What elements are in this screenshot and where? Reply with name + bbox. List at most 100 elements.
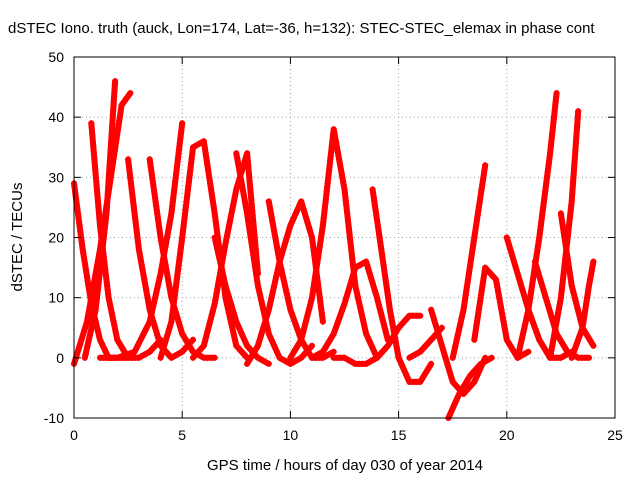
data-point-marker: [80, 254, 87, 261]
data-point-marker: [136, 250, 143, 257]
data-point-marker: [457, 321, 464, 328]
x-tick-label: 10: [283, 427, 299, 443]
data-point-marker: [269, 220, 276, 227]
data-point-marker: [445, 364, 452, 371]
data-point-marker: [350, 271, 357, 278]
data-point-marker: [106, 298, 113, 305]
data-point-marker: [308, 298, 315, 305]
data-point-marker: [508, 248, 515, 255]
data-point-marker: [279, 273, 286, 280]
data-point-marker: [142, 284, 149, 291]
data-point-marker: [83, 269, 90, 276]
data-point-marker: [145, 322, 152, 329]
data-point-marker: [204, 327, 211, 334]
data-point-marker: [331, 129, 338, 136]
data-point-marker: [114, 336, 121, 343]
data-point-marker: [529, 317, 536, 324]
data-point-marker: [136, 338, 143, 345]
data-point-marker: [102, 348, 109, 355]
data-point-marker: [230, 197, 237, 204]
data-point-marker: [428, 306, 435, 313]
data-point-marker: [83, 318, 90, 325]
data-point-marker: [218, 264, 225, 271]
data-point-marker: [281, 280, 288, 287]
data-point-marker: [227, 300, 234, 307]
data-point-marker: [458, 314, 465, 321]
data-point-marker: [237, 172, 244, 179]
data-point-marker: [453, 397, 460, 404]
x-tick-label: 25: [607, 427, 623, 443]
data-point-marker: [327, 336, 334, 343]
data-point-marker: [540, 287, 547, 294]
data-point-marker: [153, 289, 160, 296]
data-point-marker: [285, 229, 292, 236]
data-point-marker: [455, 328, 462, 335]
data-point-marker: [497, 302, 504, 309]
data-point-marker: [96, 336, 103, 343]
data-point-marker: [224, 289, 231, 296]
data-point-marker: [164, 229, 171, 236]
data-point-marker: [333, 141, 340, 148]
data-point-marker: [186, 342, 193, 349]
data-point-marker: [517, 340, 524, 347]
data-point-marker: [435, 331, 442, 338]
data-point-marker: [163, 268, 170, 275]
data-point-marker: [282, 284, 289, 291]
data-point-marker: [482, 162, 489, 169]
data-point-marker: [365, 265, 372, 272]
data-point-marker: [234, 322, 241, 329]
data-point-marker: [286, 226, 293, 233]
data-point-marker: [262, 317, 269, 324]
data-point-marker: [383, 332, 390, 339]
data-point-marker: [543, 298, 550, 305]
data-point-marker: [284, 233, 291, 240]
data-point-marker: [236, 169, 243, 176]
data-point-marker: [283, 288, 290, 295]
data-point-marker: [292, 212, 299, 219]
data-point-marker: [154, 285, 161, 292]
data-point-marker: [334, 148, 341, 155]
data-point-marker: [356, 301, 363, 308]
data-point-marker: [219, 271, 226, 278]
data-point-marker: [258, 331, 265, 338]
data-point-marker: [307, 230, 314, 237]
data-point-marker: [354, 293, 361, 300]
data-point-marker: [541, 345, 548, 352]
data-point-marker: [381, 325, 388, 332]
data-point-marker: [363, 330, 370, 337]
data-point-marker: [332, 137, 339, 144]
data-point-marker: [190, 336, 197, 343]
data-point-marker: [267, 299, 274, 306]
data-point-marker: [514, 354, 521, 361]
data-point-marker: [151, 321, 158, 328]
data-point-marker: [82, 351, 89, 358]
data-point-marker: [245, 357, 252, 364]
data-point-marker: [504, 238, 511, 245]
data-point-marker: [434, 328, 441, 335]
series-pass-12: [244, 198, 326, 367]
data-point-marker: [507, 245, 514, 252]
data-point-marker: [203, 331, 210, 338]
data-point-marker: [228, 304, 235, 311]
data-point-marker: [287, 222, 294, 229]
data-point-marker: [109, 313, 116, 320]
series-pass-09: [190, 150, 261, 361]
data-point-marker: [139, 269, 146, 276]
data-point-marker: [459, 384, 466, 391]
data-point-marker: [493, 280, 500, 287]
data-point-marker: [266, 202, 273, 209]
data-point-marker: [575, 108, 582, 115]
data-point-marker: [242, 199, 249, 206]
data-point-marker: [237, 329, 244, 336]
data-point-marker: [547, 354, 554, 361]
data-point-marker: [153, 328, 160, 335]
data-point-marker: [227, 316, 234, 323]
data-layer: [71, 78, 597, 421]
data-point-marker: [368, 276, 375, 283]
data-point-marker: [292, 345, 299, 352]
data-point-marker: [265, 306, 272, 313]
data-point-marker: [255, 286, 262, 293]
data-point-marker: [571, 347, 578, 354]
data-point-marker: [227, 217, 234, 224]
data-point-marker: [158, 266, 165, 273]
